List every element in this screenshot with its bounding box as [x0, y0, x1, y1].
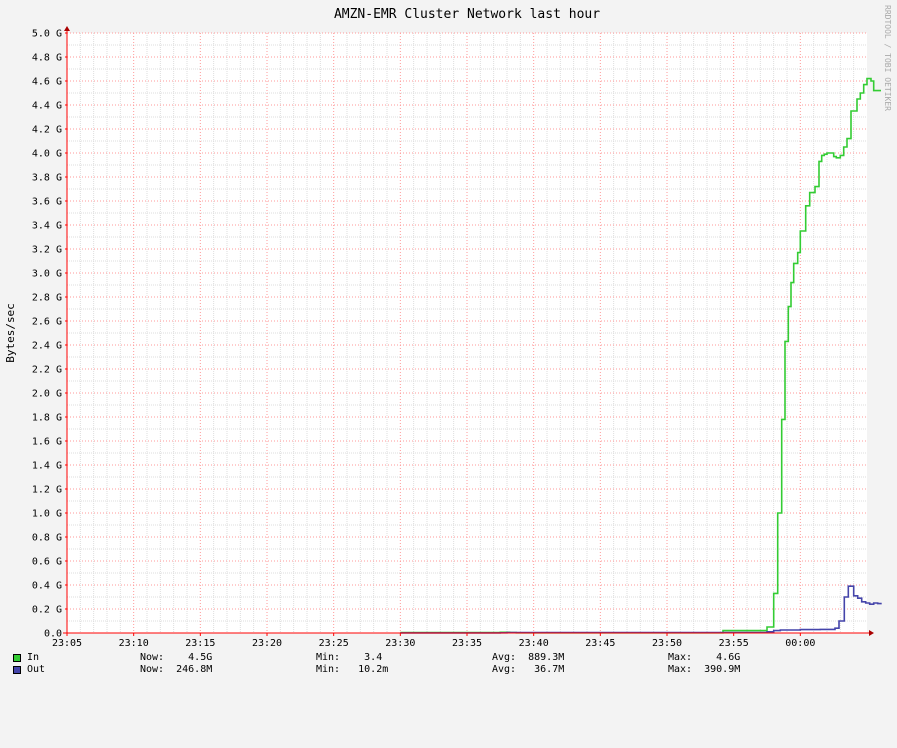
- y-tick-label: 4.8 G: [32, 53, 62, 64]
- legend-max-out: Max: 390.9M: [668, 664, 741, 675]
- x-tick-label: 23:50: [652, 638, 682, 649]
- watermark: RRDTOOL / TOBI OETIKER: [883, 5, 892, 111]
- y-tick-label: 0.8 G: [32, 533, 62, 544]
- x-tick-label: 00:00: [785, 638, 815, 649]
- y-tick-label: 3.8 G: [32, 173, 62, 184]
- legend-avg-in: Avg: 889.3M: [492, 652, 565, 663]
- x-tick-label: 23:40: [519, 638, 549, 649]
- y-tick-label: 2.6 G: [32, 317, 62, 328]
- x-tick-label: 23:55: [719, 638, 749, 649]
- x-tick-label: 23:15: [185, 638, 215, 649]
- y-tick-label: 0.0: [44, 629, 62, 640]
- legend-min-out: Min: 10.2m: [316, 664, 389, 675]
- major-grid: [67, 32, 867, 633]
- chart-title: AMZN-EMR Cluster Network last hour: [334, 7, 600, 22]
- y-tick-label: 2.8 G: [32, 293, 62, 304]
- y-axis-label: Bytes/sec: [4, 303, 17, 363]
- legend-avg-out: Avg: 36.7M: [492, 664, 565, 675]
- y-tick-label: 2.4 G: [32, 341, 62, 352]
- y-tick-label: 1.8 G: [32, 413, 62, 424]
- x-tick-label: 23:05: [52, 638, 82, 649]
- legend-now-out: Now: 246.8M: [140, 664, 213, 675]
- network-chart: 0.0 0.2 G 0.4 G 0.6 G 0.8 G 1.0 G 1.2 G 1.4 G 1.…: [4, 5, 892, 649]
- y-tick-label: 2.0 G: [32, 389, 62, 400]
- y-tick-label: 1.6 G: [32, 437, 62, 448]
- x-tick-label: 23:25: [319, 638, 349, 649]
- legend-min-in: Min: 3.4: [316, 652, 383, 663]
- legend-now-in: Now: 4.5G: [140, 652, 213, 663]
- y-axis-arrow: [64, 26, 70, 31]
- y-tick-label: 3.4 G: [32, 221, 62, 232]
- x-tick-label: 23:20: [252, 638, 282, 649]
- legend-row-in: In Now: 4.5G Min: 3.4 Avg: 889.3M Max: 4…: [0, 652, 897, 664]
- y-tick-label: 3.0 G: [32, 269, 62, 280]
- y-tick-label: 4.4 G: [32, 101, 62, 112]
- x-tick-label: 23:10: [119, 638, 149, 649]
- legend-swatch-out: [13, 666, 21, 674]
- y-tick-label: 4.2 G: [32, 125, 62, 136]
- y-tick-label: 2.2 G: [32, 365, 62, 376]
- y-tick-label: 0.4 G: [32, 581, 62, 592]
- axes: [63, 26, 874, 636]
- series-line-in: [400, 77, 881, 634]
- y-tick-label: 4.0 G: [32, 149, 62, 160]
- x-tick-label: 23:45: [585, 638, 615, 649]
- x-tick-label: 23:30: [385, 638, 415, 649]
- x-tick-label: 23:35: [452, 638, 482, 649]
- y-tick-label: 1.2 G: [32, 485, 62, 496]
- legend-label-out: Out: [27, 664, 46, 675]
- y-tick-label: 3.6 G: [32, 197, 62, 208]
- y-tick-label: 5.0 G: [32, 29, 62, 40]
- y-tick-labels: 0.0 0.2 G 0.4 G 0.6 G 0.8 G 1.0 G 1.2 G 1.4 G 1.…: [32, 29, 62, 640]
- y-tick-label: 1.0 G: [32, 509, 62, 520]
- legend-row-out: Out Now: 246.8M Min: 10.2m Avg: 36.7M Ma…: [0, 664, 897, 676]
- y-tick-label: 0.6 G: [32, 557, 62, 568]
- legend-max-in: Max: 4.6G: [668, 652, 741, 663]
- x-tick-labels: 23:05 23:10 23:15 23:20 23:25 23:30 23:35 23:40…: [52, 638, 815, 649]
- y-tick-label: 1.4 G: [32, 461, 62, 472]
- y-tick-label: 3.2 G: [32, 245, 62, 256]
- y-tick-label: 4.6 G: [32, 77, 62, 88]
- y-tick-label: 0.2 G: [32, 605, 62, 616]
- x-axis-arrow: [869, 630, 874, 636]
- legend-label-in: In: [27, 652, 40, 663]
- legend-swatch-in: [13, 654, 21, 662]
